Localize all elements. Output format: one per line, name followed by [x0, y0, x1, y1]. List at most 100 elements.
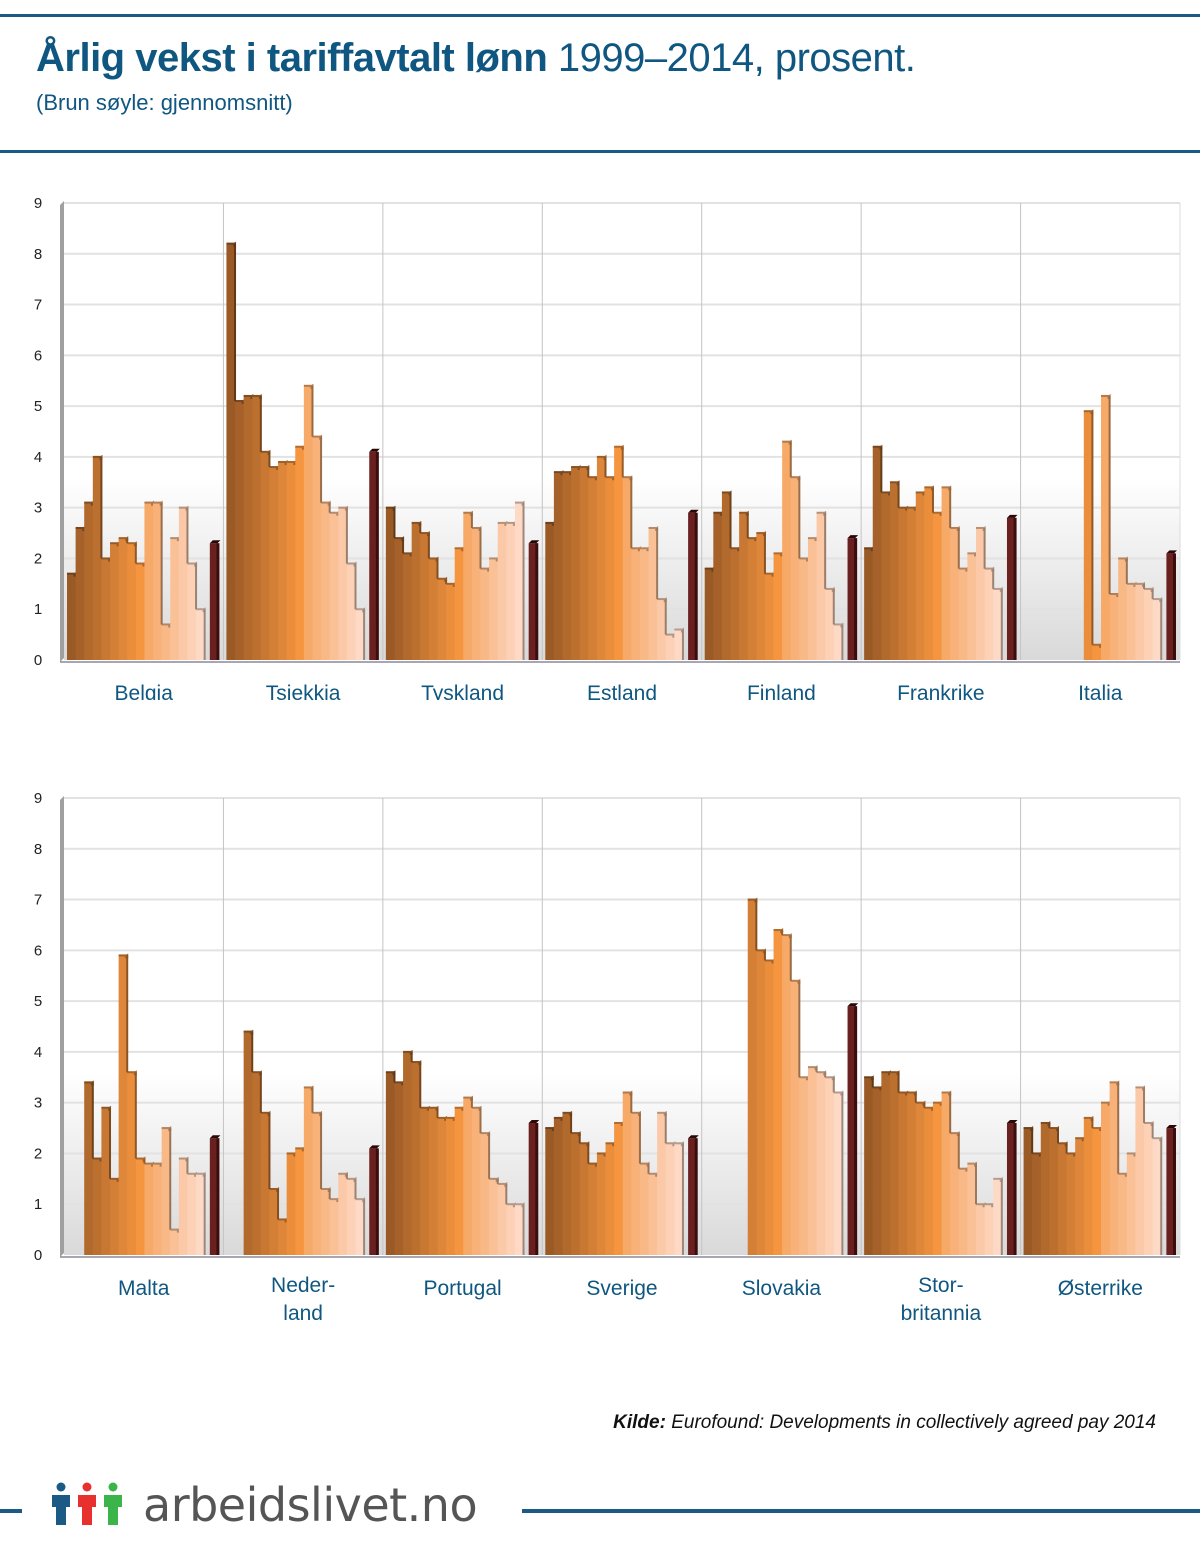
- bar-2010: [958, 568, 968, 660]
- bar-2014: [1152, 599, 1162, 660]
- chart-bottom: 0 1 2 3 4 5 6 7 8 9 Malta Neder-land Portugal Sverige…: [34, 790, 1181, 1325]
- group-label: Slovakia: [742, 1277, 822, 1300]
- y-tick-label: 3: [34, 500, 42, 517]
- bar-2005: [1075, 1138, 1085, 1255]
- bar-2000: [872, 446, 882, 660]
- bar-2012: [338, 507, 348, 660]
- bar-2009: [950, 1133, 960, 1255]
- average-bar-side: [694, 512, 698, 660]
- bar-2006: [446, 1117, 456, 1255]
- bar-group-portugal: [385, 1049, 540, 1255]
- y-tick-label: 8: [34, 841, 42, 858]
- bar-2005: [915, 492, 925, 660]
- bar-2014: [196, 1173, 206, 1255]
- group-label: Tsjekkia: [266, 682, 341, 700]
- bar-2007: [932, 512, 943, 660]
- bar-2000: [75, 527, 85, 660]
- bar-2009: [790, 477, 800, 660]
- bar-2001: [1040, 1122, 1050, 1255]
- bar-2013: [984, 1204, 994, 1255]
- group-label: Finland: [747, 682, 816, 700]
- bar-1999: [67, 573, 77, 660]
- bar-2008: [622, 1092, 632, 1255]
- bar-2011: [170, 1229, 180, 1255]
- average-bar: [847, 538, 857, 660]
- bar-2005: [118, 955, 128, 1255]
- footer-rule-left: [0, 1509, 22, 1513]
- bar-2001: [84, 502, 94, 660]
- average-bar-top: [847, 1003, 859, 1007]
- bar-2001: [243, 395, 253, 660]
- y-tick-label: 4: [34, 449, 42, 466]
- bar-2001: [562, 1112, 572, 1255]
- bar-2014: [674, 629, 684, 660]
- bar-group-frankrike: [864, 444, 1018, 660]
- average-bar: [1166, 1128, 1175, 1255]
- bar-2010: [799, 1077, 809, 1255]
- group-label: Tyskland: [421, 682, 504, 700]
- bar-2008: [941, 1092, 951, 1255]
- bar-2010: [480, 568, 490, 660]
- bar-2005: [915, 1102, 925, 1255]
- y-tick-label: 7: [34, 297, 42, 314]
- bar-1999: [704, 568, 714, 660]
- bar-group-belgia: [67, 454, 221, 660]
- bar-2002: [252, 1072, 262, 1255]
- bar-2013: [1144, 1122, 1154, 1255]
- bar-2013: [665, 634, 675, 660]
- bar-2002: [571, 467, 581, 660]
- average-bar: [1006, 517, 1016, 660]
- bar-2009: [1109, 593, 1119, 660]
- bar-2009: [153, 1163, 163, 1255]
- bar-2012: [178, 1158, 189, 1255]
- average-bar-top: [1166, 550, 1177, 554]
- bar-2006: [1083, 411, 1094, 660]
- average-bar-side: [216, 1138, 220, 1255]
- average-bar-side: [535, 543, 539, 660]
- average-bar-top: [369, 1145, 380, 1149]
- bar-2001: [562, 472, 572, 660]
- bar-2008: [303, 385, 314, 660]
- bar-2006: [286, 461, 296, 660]
- bar-2009: [471, 1107, 482, 1255]
- bar-2014: [514, 502, 525, 660]
- bar-2004: [1066, 1153, 1076, 1255]
- average-bar-side: [694, 1138, 698, 1255]
- average-bar-side: [216, 543, 220, 660]
- bar-2007: [454, 1107, 464, 1255]
- y-tick-label: 2: [34, 550, 42, 567]
- average-bar: [688, 512, 697, 660]
- bar-2007: [135, 563, 146, 660]
- group-label: Sverige: [586, 1277, 657, 1300]
- bar-2006: [764, 573, 775, 660]
- bar-2012: [497, 1183, 507, 1255]
- y-axis-wall: [60, 201, 64, 662]
- bar-2000: [394, 538, 404, 660]
- bar-1999: [1023, 1128, 1033, 1255]
- bar-2011: [648, 527, 658, 660]
- bar-2007: [773, 930, 783, 1255]
- average-bar-top: [209, 1135, 221, 1139]
- average-bar-side: [375, 451, 379, 660]
- bar-2009: [312, 436, 322, 660]
- bar-2007: [773, 553, 783, 660]
- group-label: Estland: [587, 682, 657, 700]
- bar-2010: [321, 1188, 331, 1255]
- bar-2002: [889, 482, 900, 660]
- bar-2002: [92, 1158, 103, 1255]
- bar-2003: [260, 451, 271, 660]
- average-bar-top: [369, 448, 380, 452]
- average-bar: [369, 451, 378, 660]
- bar-2014: [993, 588, 1003, 660]
- bar-2004: [428, 1107, 439, 1255]
- bar-2008: [782, 441, 792, 660]
- bar-2010: [480, 1133, 490, 1255]
- bar-2002: [1049, 1128, 1059, 1255]
- bar-2011: [489, 1178, 499, 1255]
- bar-2005: [278, 461, 288, 660]
- bar-2001: [881, 492, 891, 660]
- bar-2000: [553, 1117, 564, 1255]
- average-bar: [209, 1138, 219, 1255]
- bar-2003: [101, 1107, 111, 1255]
- bar-2004: [110, 543, 120, 660]
